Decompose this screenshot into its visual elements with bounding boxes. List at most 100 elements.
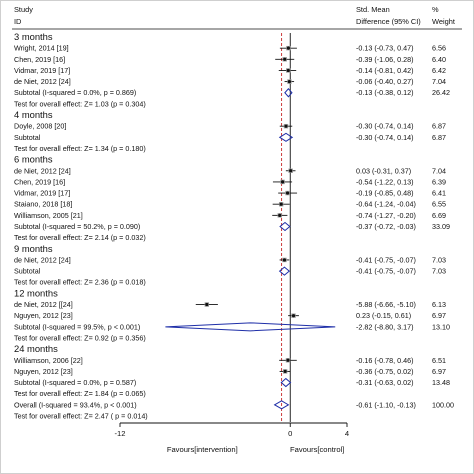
subtotal-diamond: [165, 322, 336, 332]
group-label: 24 months: [14, 343, 58, 354]
effect-ci-label: 0.03 (-0.31, 0.37): [356, 166, 411, 175]
subtotal-label: Subtotal (I-squared = 0.0%, p = 0.587): [14, 378, 136, 387]
effect-ci-label: -0.54 (-1.22, 0.13): [356, 177, 414, 186]
point-estimate: [205, 302, 209, 307]
point-estimate: [278, 213, 282, 217]
weight-label: 6.87: [432, 122, 446, 131]
x-label-right: Favours[control]: [290, 445, 344, 454]
weight-label: 6.40: [432, 55, 446, 64]
effect-ci-label: -0.41 (-0.75, -0.07): [356, 267, 416, 276]
group-label: 9 months: [14, 243, 53, 254]
overall-label: Overall (I-squared = 93.4%, p < 0.001): [14, 400, 137, 409]
weight-label: 13.10: [432, 322, 450, 331]
weight-label: 6.97: [432, 311, 446, 320]
study-label: Doyle, 2008 [20]: [14, 122, 66, 131]
weight-label: 6.51: [432, 356, 446, 365]
point-estimate: [287, 79, 291, 84]
weight-label: 26.42: [432, 88, 450, 97]
test-label: Test for overall effect: Z= 2.47 ( p = 0…: [14, 412, 148, 421]
weight-label: 13.48: [432, 378, 450, 387]
group-label: 6 months: [14, 154, 53, 165]
study-label: Vidmar, 2019 [17]: [14, 189, 70, 198]
weight-label: 6.97: [432, 367, 446, 376]
subtotal-diamond: [284, 87, 293, 98]
subtotal-label: Subtotal: [14, 133, 41, 142]
plot-rows: 3 months Wright, 2014 [19] -0.13 (-0.73, 0…: [14, 31, 454, 422]
point-estimate: [283, 369, 287, 374]
effect-ci-label: -0.36 (-0.75, 0.02): [356, 367, 414, 376]
header-pct: %: [432, 5, 439, 14]
point-estimate: [279, 202, 283, 206]
effect-ci-label: -0.14 (-0.81, 0.42): [356, 66, 414, 75]
test-label: Test for overall effect: Z= 2.36 (p = 0.…: [14, 278, 146, 287]
study-label: Wright, 2014 [19]: [14, 44, 69, 53]
point-estimate: [284, 124, 288, 128]
effect-ci-label: -0.41 (-0.75, -0.07): [356, 255, 416, 264]
effect-ci-label: -5.88 (-6.66, -5.10): [356, 300, 416, 309]
x-axis: -12 0 4 Favours[intervention] Favours[contro…: [115, 422, 349, 454]
study-label: Williamson, 2005 [21]: [14, 211, 83, 220]
effect-ci-label: -0.64 (-1.24, -0.04): [356, 200, 416, 209]
overall-diamond: [273, 400, 290, 410]
subtotal-diamond: [278, 132, 294, 142]
x-tick-label: 4: [345, 429, 349, 438]
weight-label: 6.42: [432, 66, 446, 75]
weight-label: 7.03: [432, 267, 446, 276]
weight-label: 7.03: [432, 255, 446, 264]
study-label: Chen, 2019 [16]: [14, 55, 65, 64]
subtotal-diamond: [278, 266, 291, 276]
point-estimate: [291, 314, 296, 318]
weight-label: 7.04: [432, 77, 446, 86]
header-study: Study: [14, 5, 33, 14]
subtotal-label: Subtotal (I-squared = 50.2%, p = 0.090): [14, 222, 140, 231]
weight-label: 33.09: [432, 222, 450, 231]
weight-label: 7.04: [432, 166, 446, 175]
point-estimate: [286, 68, 290, 73]
effect-ci-label: -0.30 (-0.74, 0.14): [356, 133, 414, 142]
group-label: 3 months: [14, 31, 53, 42]
point-estimate: [289, 169, 293, 173]
header-smd: Std. Mean: [356, 5, 390, 14]
subtotal-label: Subtotal (I-squared = 99.5%, p < 0.001): [14, 322, 140, 331]
study-label: Staiano, 2018 [18]: [14, 200, 72, 209]
weight-label: 6.41: [432, 189, 446, 198]
effect-ci-label: -0.61 (-1.10, -0.13): [356, 400, 416, 409]
header-smd-ci: Difference (95% CI): [356, 17, 421, 26]
weight-label: 6.56: [432, 44, 446, 53]
subtotal-diamond: [280, 377, 292, 388]
subtotal-label: Subtotal: [14, 267, 41, 276]
point-estimate: [286, 46, 291, 50]
weight-label: 6.13: [432, 300, 446, 309]
point-estimate: [282, 258, 287, 262]
test-label: Test for overall effect: Z= 1.34 (p = 0.…: [14, 144, 146, 153]
study-label: de Niet, 2012 [24]: [14, 166, 71, 175]
study-label: Vidmar, 2019 [17]: [14, 66, 70, 75]
effect-ci-label: -0.19 (-0.85, 0.48): [356, 189, 414, 198]
test-label: Test for overall effect: Z= 1.84 (p = 0.…: [14, 389, 146, 398]
effect-ci-label: -0.13 (-0.73, 0.47): [356, 44, 414, 53]
weight-label: 6.87: [432, 133, 446, 142]
subtotal-diamond: [279, 221, 291, 232]
weight-label: 6.39: [432, 177, 446, 186]
study-label: Williamson, 2006 [22]: [14, 356, 83, 365]
effect-ci-label: -0.30 (-0.74, 0.14): [356, 122, 414, 131]
effect-ci-label: -0.37 (-0.72, -0.03): [356, 222, 416, 231]
effect-ci-label: -0.31 (-0.63, 0.02): [356, 378, 414, 387]
point-estimate: [280, 180, 285, 184]
study-label: de Niet, 2012 [24]: [14, 255, 71, 264]
effect-ci-label: -2.82 (-8.80, 3.17): [356, 322, 414, 331]
point-estimate: [286, 358, 290, 362]
weight-label: 6.69: [432, 211, 446, 220]
test-label: Test for overall effect: Z= 2.14 (p = 0.…: [14, 233, 146, 242]
study-label: Nguyen, 2012 [23]: [14, 311, 73, 320]
test-label: Test for overall effect: Z= 1.03 (p = 0.…: [14, 99, 146, 108]
effect-ci-label: -0.06 (-0.40, 0.27): [356, 77, 414, 86]
group-label: 12 months: [14, 287, 58, 298]
effect-ci-label: 0.23 (-0.15, 0.61): [356, 311, 411, 320]
effect-ci-label: -0.16 (-0.78, 0.46): [356, 356, 414, 365]
x-tick-label: -12: [115, 429, 126, 438]
group-label: 4 months: [14, 109, 53, 120]
header-id: ID: [14, 17, 21, 26]
study-label: de Niet, 2012 [24]: [14, 77, 71, 86]
